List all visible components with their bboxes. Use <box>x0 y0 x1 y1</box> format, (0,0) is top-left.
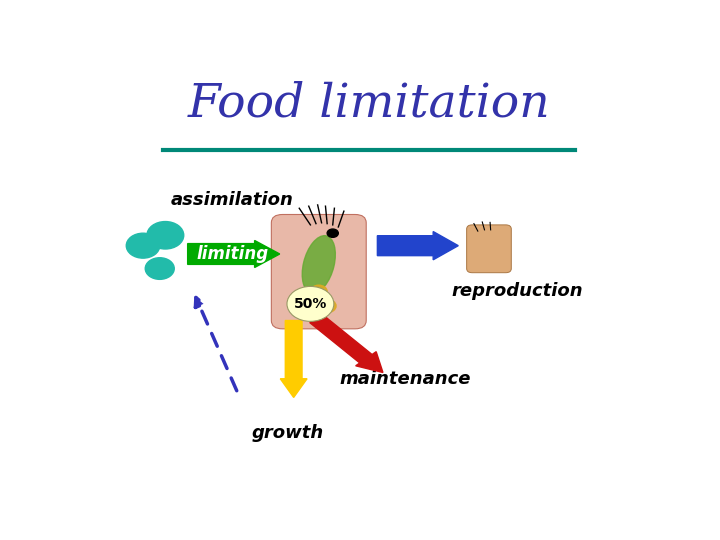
Text: growth: growth <box>252 424 324 442</box>
FancyBboxPatch shape <box>467 225 511 273</box>
FancyArrow shape <box>310 314 383 373</box>
FancyArrow shape <box>377 232 459 260</box>
Circle shape <box>147 221 184 249</box>
Circle shape <box>145 258 174 279</box>
Circle shape <box>126 233 160 258</box>
Ellipse shape <box>302 235 336 293</box>
Circle shape <box>310 285 327 298</box>
Circle shape <box>318 299 336 313</box>
FancyArrow shape <box>280 321 307 397</box>
Text: reproduction: reproduction <box>451 282 582 300</box>
Text: 50%: 50% <box>294 297 327 311</box>
Text: limiting: limiting <box>197 245 269 263</box>
FancyBboxPatch shape <box>271 214 366 329</box>
Text: maintenance: maintenance <box>340 370 471 388</box>
Text: Food limitation: Food limitation <box>188 82 550 127</box>
FancyArrow shape <box>188 240 279 267</box>
Circle shape <box>287 286 334 321</box>
Circle shape <box>327 229 338 238</box>
Circle shape <box>300 292 320 307</box>
Text: assimilation: assimilation <box>171 191 294 209</box>
